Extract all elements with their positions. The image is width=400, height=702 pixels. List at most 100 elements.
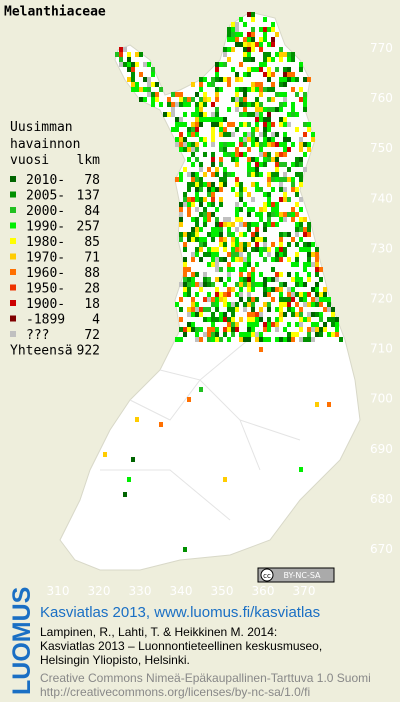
observation-square xyxy=(247,162,251,167)
observation-square xyxy=(203,92,207,97)
observation-square xyxy=(259,247,263,252)
legend-count: 78 xyxy=(84,173,100,188)
y-tick-label: 770 xyxy=(370,41,393,55)
observation-square xyxy=(267,157,271,162)
observation-square xyxy=(243,337,247,342)
legend-swatch xyxy=(10,222,16,229)
observation-square xyxy=(235,252,239,257)
observation-square xyxy=(191,142,195,147)
observation-square xyxy=(243,92,247,97)
observation-square xyxy=(227,32,231,37)
y-tick-label: 670 xyxy=(370,542,393,556)
observation-square xyxy=(275,257,279,262)
observation-square xyxy=(251,157,255,162)
observation-square xyxy=(195,337,199,342)
observation-square xyxy=(259,207,263,212)
observation-square xyxy=(291,177,295,182)
observation-square xyxy=(235,322,239,327)
observation-square xyxy=(287,292,291,297)
observation-square xyxy=(247,157,251,162)
observation-square xyxy=(155,92,159,97)
observation-square xyxy=(247,37,251,42)
observation-square xyxy=(239,77,243,82)
observation-square xyxy=(231,97,235,102)
observation-square xyxy=(283,302,287,307)
observation-square xyxy=(247,292,251,297)
observation-square xyxy=(259,27,263,32)
observation-square xyxy=(235,227,239,232)
observation-square xyxy=(203,207,207,212)
observation-square xyxy=(299,172,303,177)
observation-square xyxy=(251,102,255,107)
observation-square xyxy=(183,287,187,292)
observation-square xyxy=(183,197,187,202)
observation-square xyxy=(183,547,187,552)
observation-square xyxy=(251,302,255,307)
observation-square xyxy=(207,317,211,322)
observation-square xyxy=(319,297,323,302)
observation-square xyxy=(287,77,291,82)
legend-swatch xyxy=(10,284,16,291)
observation-square xyxy=(271,72,275,77)
observation-square xyxy=(303,302,307,307)
observation-square xyxy=(271,107,275,112)
observation-square xyxy=(291,207,295,212)
observation-square xyxy=(287,57,291,62)
observation-square xyxy=(187,327,191,332)
observation-square xyxy=(139,97,143,102)
observation-square xyxy=(291,217,295,222)
observation-square xyxy=(251,42,255,47)
observation-square xyxy=(223,52,227,57)
observation-square xyxy=(239,272,243,277)
observation-square xyxy=(247,167,251,172)
observation-square xyxy=(299,137,303,142)
observation-square xyxy=(251,222,255,227)
observation-square xyxy=(287,332,291,337)
observation-square xyxy=(327,317,331,322)
observation-square xyxy=(255,167,259,172)
observation-square xyxy=(255,102,259,107)
observation-square xyxy=(307,292,311,297)
observation-square xyxy=(207,307,211,312)
observation-square xyxy=(187,207,191,212)
observation-square xyxy=(119,57,123,62)
observation-square xyxy=(287,232,291,237)
observation-square xyxy=(307,312,311,317)
observation-square xyxy=(151,97,155,102)
observation-square xyxy=(239,42,243,47)
observation-square xyxy=(191,257,195,262)
observation-square xyxy=(267,197,271,202)
y-tick-label: 710 xyxy=(370,342,393,356)
observation-square xyxy=(291,292,295,297)
observation-square xyxy=(207,182,211,187)
observation-square xyxy=(247,327,251,332)
observation-square xyxy=(203,252,207,257)
observation-square xyxy=(131,72,135,77)
observation-square xyxy=(195,247,199,252)
legend-label: 1960- xyxy=(26,266,65,281)
observation-square xyxy=(207,97,211,102)
observation-square xyxy=(291,287,295,292)
observation-square xyxy=(191,307,195,312)
observation-square xyxy=(219,182,223,187)
observation-square xyxy=(263,287,267,292)
observation-square xyxy=(311,132,315,137)
observation-square xyxy=(167,97,171,102)
observation-square xyxy=(279,182,283,187)
observation-square xyxy=(327,302,331,307)
observation-square xyxy=(219,202,223,207)
observation-square xyxy=(279,77,283,82)
observation-square xyxy=(251,67,255,72)
observation-square xyxy=(143,87,147,92)
observation-square xyxy=(307,127,311,132)
observation-square xyxy=(239,197,243,202)
observation-square xyxy=(175,302,179,307)
observation-square xyxy=(291,57,295,62)
observation-square xyxy=(295,277,299,282)
observation-square xyxy=(299,277,303,282)
observation-square xyxy=(335,322,339,327)
observation-square xyxy=(135,417,139,422)
observation-square xyxy=(283,142,287,147)
observation-square xyxy=(211,302,215,307)
observation-square xyxy=(311,287,315,292)
